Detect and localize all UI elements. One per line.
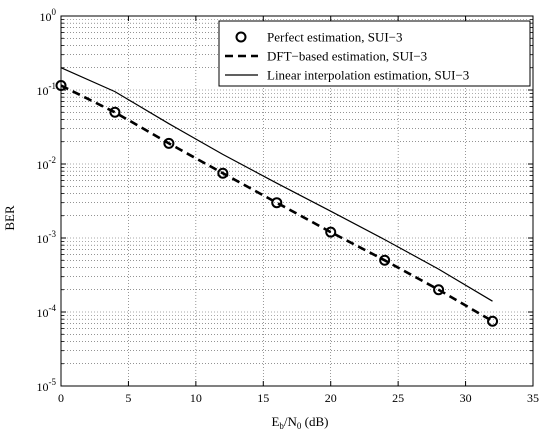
y-tick-label: 10-3: [37, 229, 57, 246]
data-point-circle: [109, 106, 121, 118]
x-tick-label: 15: [257, 391, 269, 405]
legend: Perfect estimation, SUI−3 DFT−based estim…: [218, 20, 531, 87]
series-line-3: [60, 67, 493, 302]
y-tick-label: 100: [40, 7, 57, 24]
plot-frame: [60, 15, 534, 387]
legend-box: [218, 20, 531, 87]
data-point-circle: [325, 226, 337, 238]
y-axis-label: BER: [2, 205, 17, 231]
data-point-circle: [163, 137, 175, 149]
x-tick-label: 10: [190, 391, 202, 405]
legend-label: Perfect estimation, SUI−3: [267, 30, 403, 45]
data-point-circle: [379, 254, 391, 266]
data-point-circle: [433, 284, 445, 296]
axis-ticks: 0 5 10 15 20 25 30 35 100 10-1 10-2 10-3 10-4 10-5: [37, 7, 540, 405]
legend-label: DFT−based estimation, SUI−3: [267, 49, 427, 64]
y-tick-label: 10-4: [37, 303, 57, 320]
x-axis-label: Eb/N0 (dB): [271, 414, 328, 431]
legend-marker-circle: [235, 31, 247, 43]
x-tick-label: 30: [460, 391, 472, 405]
x-tick-label: 0: [58, 391, 64, 405]
y-tick-label: 10-5: [37, 377, 57, 394]
legend-label: Linear interpolation estimation, SUI−3: [267, 68, 469, 83]
y-tick-label: 10-2: [37, 155, 57, 172]
x-tick-label: 25: [392, 391, 404, 405]
series-line-2: [60, 84, 494, 323]
x-tick-label: 5: [125, 391, 131, 405]
data-point-circle: [487, 315, 499, 327]
x-tick-label: 35: [527, 391, 539, 405]
data-point-circle: [217, 167, 229, 179]
data-point-circle: [271, 197, 283, 209]
y-tick-label: 10-1: [37, 81, 57, 98]
x-tick-label: 20: [325, 391, 337, 405]
